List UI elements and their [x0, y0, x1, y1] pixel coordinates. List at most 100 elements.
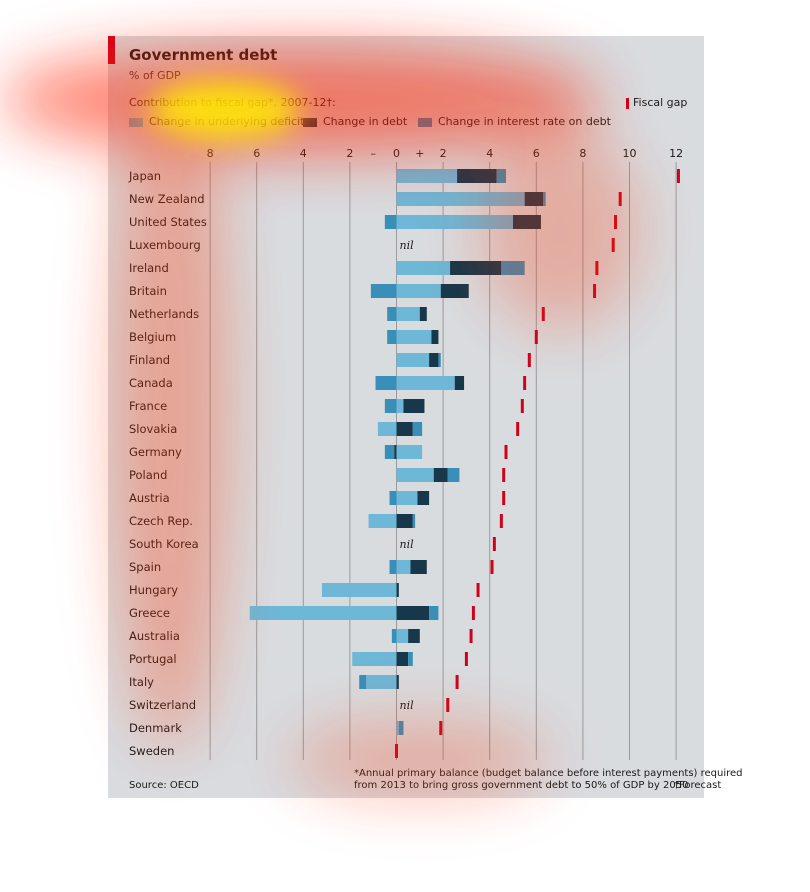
category-label: Slovakia — [129, 422, 177, 436]
category-label: Britain — [129, 284, 167, 298]
x-tick-label: 0 — [393, 147, 400, 160]
bar-segment-debt — [408, 629, 420, 643]
bar-segment-deficit — [249, 606, 397, 620]
bar-segment-deficit — [396, 261, 451, 275]
bar-segment-interest — [359, 675, 367, 689]
fiscal-gap-marker — [618, 192, 622, 206]
source-note: Source: OECD — [129, 780, 199, 791]
nil-label: nil — [400, 239, 415, 252]
x-tick-label: 8 — [579, 147, 586, 160]
category-label: Austria — [129, 491, 170, 505]
category-label: Greece — [129, 606, 170, 620]
fiscal-gap-marker — [541, 307, 545, 321]
category-label: Sweden — [129, 744, 174, 758]
bar-segment-debt — [410, 560, 427, 574]
footnote-line-1: *Annual primary balance (budget balance … — [354, 768, 743, 779]
fiscal-gap-marker — [455, 675, 459, 689]
category-label: Germany — [129, 445, 182, 459]
bar-segment-interest — [501, 261, 525, 275]
bar-segment-debt — [417, 491, 430, 505]
bar-segment-deficit — [396, 215, 513, 229]
bar-segment-interest — [412, 514, 416, 528]
nil-label: nil — [400, 699, 415, 712]
category-label: Portugal — [129, 652, 177, 666]
bar-segment-debt — [396, 652, 409, 666]
fiscal-gap-marker — [499, 514, 503, 528]
x-tick-label: 4 — [300, 147, 307, 160]
fiscal-gap-marker — [446, 698, 450, 712]
bar-segment-deficit — [396, 399, 404, 413]
bar-segment-deficit — [396, 284, 441, 298]
x-tick-label: 6 — [533, 147, 540, 160]
category-label: Netherlands — [129, 307, 199, 321]
bar-segment-debt — [419, 307, 427, 321]
fiscal-gap-marker — [611, 238, 615, 252]
fiscal-gap-marker — [492, 537, 496, 551]
fiscal-gap-marker — [614, 215, 618, 229]
x-tick-label: 12 — [669, 147, 683, 160]
bar-segment-interest — [408, 652, 413, 666]
bar-segment-debt — [429, 353, 439, 367]
fiscal-gap-legend-label: Fiscal gap — [633, 96, 688, 109]
x-tick-label: 2 — [440, 147, 447, 160]
bar-segment-debt — [440, 284, 469, 298]
bar-segment-deficit — [396, 330, 432, 344]
x-tick-label: 4 — [486, 147, 493, 160]
fiscal-gap-marker — [676, 169, 680, 183]
x-tick-label: + — [415, 147, 424, 160]
bar-segment-deficit — [396, 468, 434, 482]
category-label: Finland — [129, 353, 170, 367]
category-label: South Korea — [129, 537, 199, 551]
footnote-forecast: †Forecast — [674, 780, 722, 791]
bar-segment-debt — [450, 261, 502, 275]
fiscal-gap-marker — [439, 721, 443, 735]
bar-segment-interest — [389, 491, 397, 505]
bar-segment-interest — [384, 445, 395, 459]
category-label: Czech Rep. — [129, 514, 193, 528]
x-tick-label: 8 — [207, 147, 214, 160]
bar-segment-interest — [429, 606, 439, 620]
bar-segment-interest — [438, 353, 441, 367]
category-label: Australia — [129, 629, 180, 643]
fiscal-gap-legend-mark — [626, 98, 629, 109]
category-label: France — [129, 399, 167, 413]
bar-segment-interest — [384, 215, 397, 229]
category-label: Italy — [129, 675, 154, 689]
footnote-line-2: from 2013 to bring gross government debt… — [354, 780, 689, 791]
x-tick-label: 2 — [346, 147, 353, 160]
category-label: Poland — [129, 468, 167, 482]
category-label: United States — [129, 215, 207, 229]
bar-segment-deficit — [396, 629, 409, 643]
bar-segment-deficit — [396, 376, 455, 390]
bar-segment-debt — [431, 330, 439, 344]
bar-segment-deficit — [368, 514, 397, 528]
fiscal-gap-marker — [469, 629, 473, 643]
fiscal-gap-marker — [595, 261, 599, 275]
bar-segment-interest — [389, 560, 397, 574]
bar-segment-deficit — [396, 307, 420, 321]
bar-segment-deficit — [377, 422, 397, 436]
bar-segment-interest — [447, 468, 460, 482]
category-label: Canada — [129, 376, 173, 390]
x-tick-label: 10 — [623, 147, 637, 160]
fiscal-gap-marker — [502, 468, 506, 482]
x-tick-label: 6 — [253, 147, 260, 160]
bar-segment-interest — [387, 330, 397, 344]
category-label: Denmark — [129, 721, 182, 735]
bar-segment-debt — [396, 606, 430, 620]
bar-segment-deficit — [352, 652, 397, 666]
bar-segment-interest — [496, 169, 507, 183]
category-label: Switzerland — [129, 698, 196, 712]
fiscal-gap-marker — [527, 353, 531, 367]
fiscal-gap-marker — [504, 445, 508, 459]
fiscal-gap-marker — [490, 560, 494, 574]
category-label: Japan — [128, 169, 161, 183]
category-label: Ireland — [129, 261, 169, 275]
bar-segment-deficit — [396, 169, 458, 183]
bar-segment-deficit — [396, 721, 399, 735]
bar-segment-debt — [513, 215, 541, 229]
fiscal-gap-marker — [395, 744, 398, 758]
bar-segment-deficit — [396, 491, 418, 505]
x-tick-label: – — [370, 147, 376, 160]
fiscal-gap-marker — [520, 399, 524, 413]
